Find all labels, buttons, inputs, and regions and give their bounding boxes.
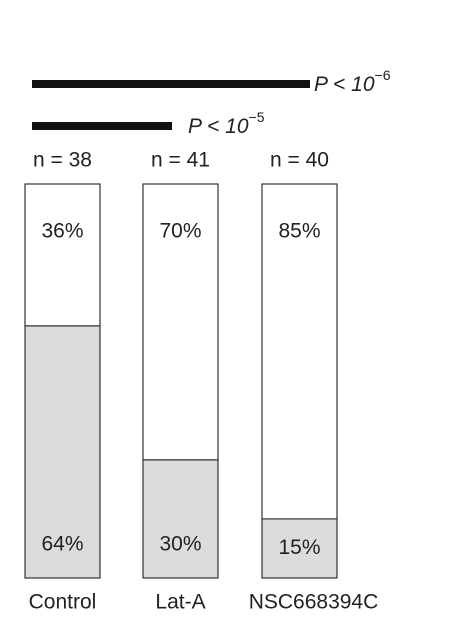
value-label: 30%: [159, 533, 201, 556]
n-label: n = 38: [33, 149, 92, 172]
n-label: n = 40: [270, 149, 329, 172]
bar-segment: [261, 183, 338, 520]
annotation-exponent: −6: [375, 67, 391, 83]
value-label: 85%: [278, 220, 320, 243]
annotation-exponent: −5: [249, 109, 265, 125]
value-label: 64%: [41, 533, 83, 556]
x-tick-label: Control: [29, 591, 97, 614]
bar-segment: [261, 518, 338, 579]
annotation: P < 10−6: [314, 67, 391, 96]
bar-segment: [142, 459, 219, 579]
bar-segment: [142, 183, 219, 461]
x-tick-label: NSC668394C: [249, 591, 379, 614]
annotation: P < 10−5: [188, 109, 265, 138]
value-label: 15%: [278, 536, 320, 559]
x-tick-label: Lat-A: [155, 591, 205, 614]
bar-segment: [24, 183, 101, 327]
n-label: n = 41: [151, 149, 210, 172]
annotation-text: P < 10: [188, 115, 249, 138]
value-label: 70%: [159, 220, 201, 243]
value-label: 36%: [41, 220, 83, 243]
annotation-text: P < 10: [314, 73, 375, 96]
bar-segment: [24, 325, 101, 579]
